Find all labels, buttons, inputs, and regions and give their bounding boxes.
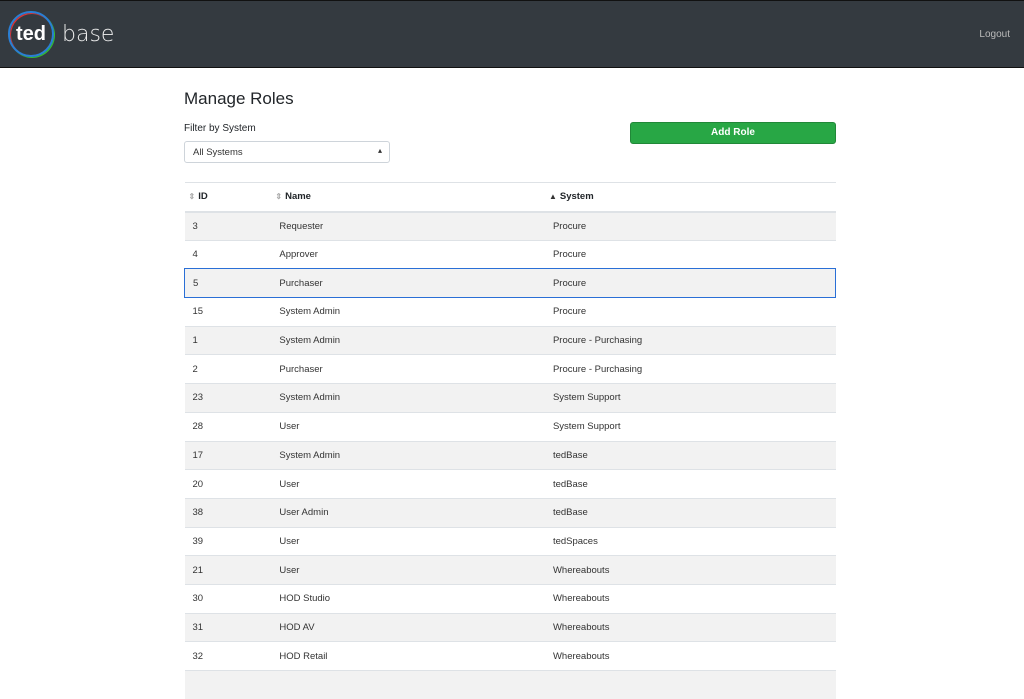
column-label: ID [198,191,208,202]
cell-name: HOD AV [271,613,545,642]
select-caret-icon: ▴︎ [378,146,382,155]
cell-name: Purchaser [271,355,545,384]
cell-name: HOD Studio [271,584,545,613]
cell-name: User [271,556,545,585]
cell-system [545,671,836,699]
cell-id: 39 [185,527,272,556]
cell-name: Approver [271,240,545,269]
cell-name: User Admin [271,498,545,527]
cell-id: 15 [185,298,272,327]
cell-name: User [271,470,545,499]
sort-icon: ⇕ [189,192,196,201]
select-value: All Systems [193,147,243,158]
cell-id: 2 [185,355,272,384]
cell-name: Requester [271,212,545,241]
navbar: ted base Logout [0,0,1024,68]
cell-id [185,671,272,699]
cell-id: 23 [185,384,272,413]
cell-id: 38 [185,498,272,527]
cell-system: Procure [545,298,836,327]
column-header-id[interactable]: ⇕ID [185,183,272,212]
cell-system: Whereabouts [545,613,836,642]
cell-system: System Support [545,384,836,413]
cell-system: Whereabouts [545,556,836,585]
column-header-name[interactable]: ⇕Name [271,183,545,212]
cell-name: User [271,412,545,441]
cell-system: tedSpaces [545,527,836,556]
cell-system: Procure [545,269,836,298]
logo-text: base [62,22,114,47]
cell-system: Procure [545,240,836,269]
cell-system: Whereabouts [545,642,836,671]
cell-name [271,671,545,699]
table-row[interactable] [185,671,836,699]
column-label: System [560,191,594,202]
cell-id: 31 [185,613,272,642]
cell-id: 1 [185,326,272,355]
column-header-system[interactable]: ▲System [545,183,836,212]
cell-id: 20 [185,470,272,499]
main-content: Manage Roles Filter by System All System… [184,89,836,163]
page-title: Manage Roles [184,89,836,109]
cell-id: 28 [185,412,272,441]
cell-system: tedBase [545,441,836,470]
cell-name: HOD Retail [271,642,545,671]
cell-name: Purchaser [271,269,545,298]
cell-system: Procure - Purchasing [545,355,836,384]
cell-system: System Support [545,412,836,441]
logo[interactable]: ted base [8,11,114,57]
cell-system: Whereabouts [545,584,836,613]
cell-name: User [271,527,545,556]
cell-name: System Admin [271,298,545,327]
sort-icon: ⇕ [275,192,282,201]
cell-name: System Admin [271,384,545,413]
logout-link[interactable]: Logout [979,29,1010,40]
cell-id: 32 [185,642,272,671]
logo-mark: ted [8,11,54,57]
cell-id: 30 [185,584,272,613]
cell-id: 3 [185,212,272,241]
system-filter-select[interactable]: All Systems ▴︎ [184,141,390,163]
cell-name: System Admin [271,326,545,355]
cell-id: 4 [185,240,272,269]
cell-system: Procure - Purchasing [545,326,836,355]
cell-name: System Admin [271,441,545,470]
cell-system: tedBase [545,498,836,527]
cell-id: 5 [185,269,272,298]
add-role-button[interactable]: Add Role [630,122,836,144]
column-label: Name [285,191,311,202]
sort-ascending-icon: ▲ [549,192,557,201]
cell-id: 21 [185,556,272,585]
cell-system: Procure [545,212,836,241]
cell-id: 17 [185,441,272,470]
cell-system: tedBase [545,470,836,499]
